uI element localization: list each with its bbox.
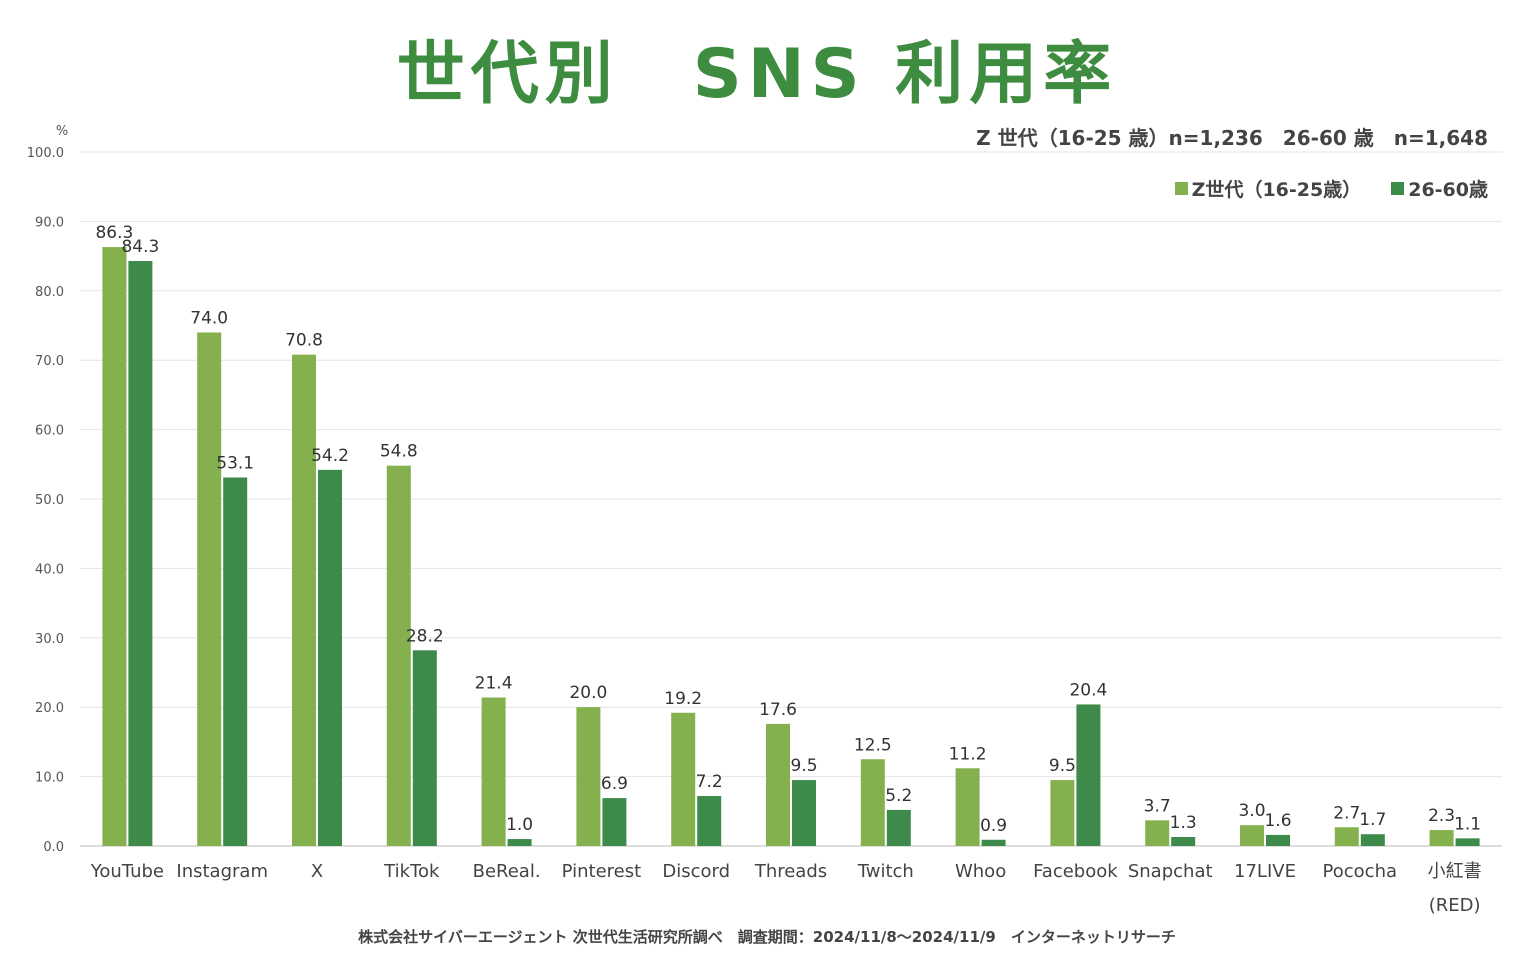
bar-gen-z: [386, 465, 411, 846]
bar-26-60: [697, 796, 722, 846]
bar-26-60: [507, 839, 532, 846]
data-label: 6.9: [601, 774, 628, 794]
data-label: 3.0: [1238, 801, 1265, 821]
bar-gen-z: [1240, 825, 1264, 846]
x-tick-label: YouTube: [90, 861, 164, 882]
y-axis-label: %: [56, 124, 68, 139]
data-label: 54.8: [380, 442, 418, 462]
x-tick-label: Facebook: [1033, 861, 1118, 882]
x-tick-label: Twitch: [857, 861, 914, 882]
bar-gen-z: [1429, 830, 1454, 846]
bar-26-60: [318, 469, 342, 846]
legend-label: 26-60歳: [1408, 179, 1488, 201]
legend-item-gen-z: Z世代（16-25歳）: [1174, 175, 1362, 202]
source-footer: 株式会社サイバーエージェント 次世代生活研究所調べ 調査期間：2024/11/8…: [358, 928, 1176, 946]
bar-26-60: [886, 809, 911, 846]
data-label: 70.8: [285, 331, 323, 351]
bar-gen-z: [292, 354, 316, 846]
x-tick-label: (RED): [1429, 895, 1481, 916]
data-label: 1.6: [1264, 811, 1291, 831]
data-label: 74.0: [190, 308, 228, 328]
data-label: 86.3: [95, 223, 133, 243]
bar-gen-z: [197, 332, 222, 846]
data-label: 19.2: [664, 689, 702, 709]
bar-26-60: [1455, 838, 1480, 846]
data-label: 21.4: [475, 673, 513, 693]
y-tick-label: 80.0: [35, 285, 64, 300]
y-tick-label: 20.0: [35, 701, 64, 716]
data-label: 9.5: [790, 756, 817, 776]
data-label: 20.0: [569, 683, 607, 703]
data-label: 20.4: [1069, 680, 1107, 700]
y-tick-label: 40.0: [35, 562, 64, 577]
y-tick-label: 70.0: [35, 354, 64, 369]
bar-26-60: [1360, 834, 1385, 846]
data-label: 2.7: [1333, 803, 1360, 823]
data-label: 84.3: [121, 237, 159, 257]
y-tick-label: 30.0: [35, 632, 64, 647]
legend-item-26-60: 26-60歳: [1391, 175, 1488, 202]
bar-gen-z: [1145, 820, 1170, 846]
data-label: 1.3: [1170, 813, 1197, 833]
legend: Z世代（16-25歳） 26-60歳: [1174, 175, 1488, 202]
data-label: 11.2: [949, 744, 987, 764]
y-tick-label: 50.0: [35, 493, 64, 508]
bar-gen-z: [1050, 780, 1075, 846]
x-tick-label: Threads: [754, 861, 827, 882]
bar-gen-z: [576, 707, 601, 846]
data-label: 2.3: [1428, 806, 1455, 826]
y-tick-label: 10.0: [35, 771, 64, 786]
bar-gen-z: [860, 759, 885, 846]
data-label: 1.7: [1359, 810, 1386, 830]
y-tick-label: 0.0: [43, 840, 64, 855]
data-label: 0.9: [980, 816, 1007, 836]
x-tick-label: 小紅書: [1428, 861, 1482, 882]
x-tick-label: 17LIVE: [1234, 861, 1296, 882]
x-tick-label: TikTok: [383, 861, 440, 882]
x-tick-label: Pinterest: [562, 861, 642, 882]
bar-gen-z: [955, 768, 980, 846]
data-label: 9.5: [1049, 756, 1076, 776]
data-label: 5.2: [885, 786, 912, 806]
bar-gen-z: [671, 712, 696, 846]
legend-swatch: [1391, 182, 1405, 195]
data-label: 17.6: [759, 700, 797, 720]
data-label: 7.2: [696, 772, 723, 792]
chart-title: 世代別 SNS 利用率: [396, 35, 1118, 114]
data-label: 53.1: [216, 453, 254, 473]
x-tick-label: Snapchat: [1128, 861, 1213, 882]
y-tick-label: 100.0: [27, 146, 64, 161]
bar-26-60: [792, 780, 816, 846]
x-tick-label: Discord: [662, 861, 730, 882]
legend-label: Z世代（16-25歳）: [1191, 179, 1362, 201]
bar-26-60: [412, 650, 437, 846]
bar-26-60: [1171, 836, 1196, 846]
data-label: 1.0: [506, 815, 533, 835]
bar-26-60: [1266, 834, 1290, 846]
bar-gen-z: [766, 723, 790, 846]
legend-swatch: [1174, 182, 1188, 195]
data-label: 28.2: [406, 626, 444, 646]
x-tick-label: Whoo: [955, 861, 1006, 882]
data-label: 54.2: [311, 446, 349, 466]
x-tick-label: BeReal.: [473, 861, 541, 882]
x-tick-label: Pococha: [1323, 861, 1397, 882]
data-label: 12.5: [854, 735, 892, 755]
x-tick-label: X: [311, 861, 323, 882]
bar-26-60: [602, 798, 627, 846]
bar-26-60: [223, 477, 248, 846]
bar-26-60: [981, 839, 1006, 846]
y-tick-label: 90.0: [35, 215, 64, 230]
bar-26-60: [1076, 704, 1101, 846]
sample-size-note: Z 世代（16-25 歳）n=1,236 26-60 歳 n=1,648: [976, 126, 1488, 150]
bar-gen-z: [1334, 827, 1359, 846]
data-label: 1.1: [1454, 814, 1481, 834]
bar-gen-z: [481, 697, 506, 846]
data-label: 3.7: [1144, 796, 1171, 816]
x-tick-label: Instagram: [176, 861, 268, 882]
y-tick-label: 60.0: [35, 424, 64, 439]
bar-26-60: [128, 260, 153, 846]
bar-gen-z: [102, 247, 127, 846]
